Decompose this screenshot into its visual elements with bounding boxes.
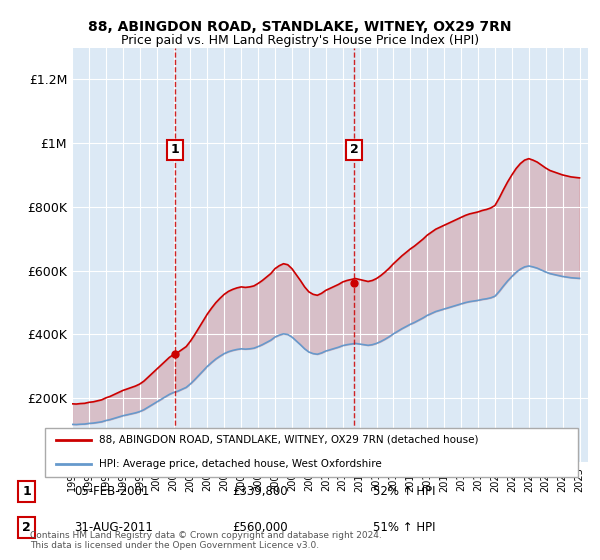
Text: 88, ABINGDON ROAD, STANDLAKE, WITNEY, OX29 7RN: 88, ABINGDON ROAD, STANDLAKE, WITNEY, OX… (88, 20, 512, 34)
Text: 05-FEB-2001: 05-FEB-2001 (74, 485, 150, 498)
Text: £339,800: £339,800 (232, 485, 288, 498)
Text: £560,000: £560,000 (232, 521, 288, 534)
Text: 2: 2 (350, 143, 358, 156)
FancyBboxPatch shape (45, 428, 578, 477)
Text: 1: 1 (171, 143, 179, 156)
Text: HPI: Average price, detached house, West Oxfordshire: HPI: Average price, detached house, West… (98, 459, 382, 469)
Text: 31-AUG-2011: 31-AUG-2011 (74, 521, 153, 534)
Text: Price paid vs. HM Land Registry's House Price Index (HPI): Price paid vs. HM Land Registry's House … (121, 34, 479, 46)
Text: Contains HM Land Registry data © Crown copyright and database right 2024.
This d: Contains HM Land Registry data © Crown c… (30, 530, 382, 550)
Text: 88, ABINGDON ROAD, STANDLAKE, WITNEY, OX29 7RN (detached house): 88, ABINGDON ROAD, STANDLAKE, WITNEY, OX… (98, 435, 478, 445)
Text: 52% ↑ HPI: 52% ↑ HPI (373, 485, 436, 498)
Text: 2: 2 (22, 521, 31, 534)
Text: 51% ↑ HPI: 51% ↑ HPI (373, 521, 436, 534)
Text: 1: 1 (22, 485, 31, 498)
